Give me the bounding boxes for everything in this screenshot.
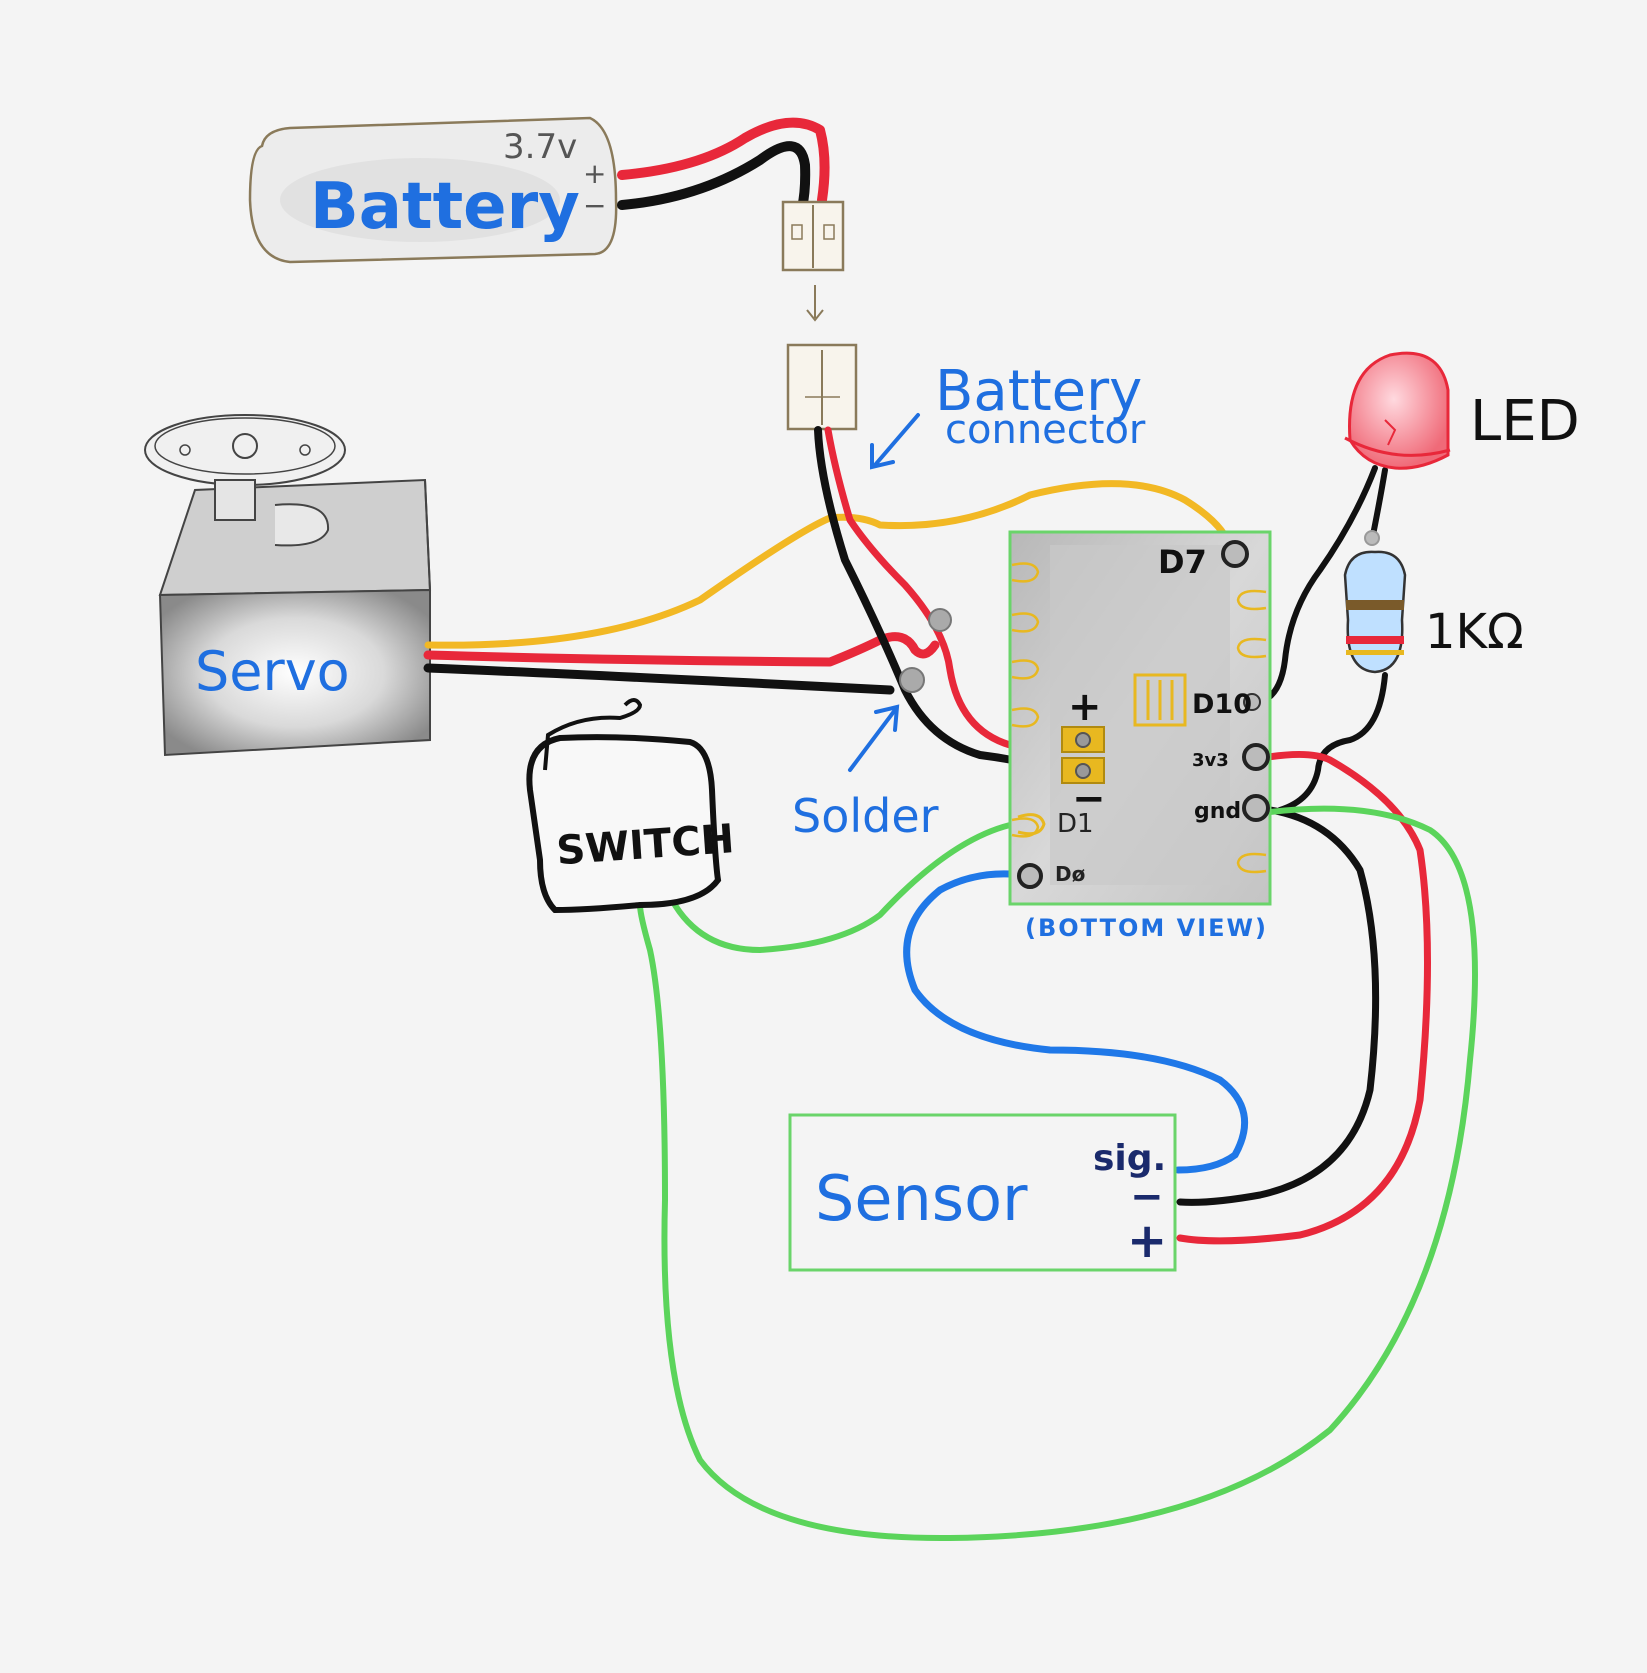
pin-d10-label: D10 xyxy=(1192,689,1252,720)
sensor-minus-pin: − xyxy=(1130,1174,1164,1220)
battery-minus-terminal: − xyxy=(583,189,606,222)
servo: Servo xyxy=(144,414,432,757)
wire-resistor-gnd xyxy=(1277,672,1388,813)
pin-gnd: gnd xyxy=(1194,794,1270,824)
battery-connector-label-line2: connector xyxy=(945,407,1146,453)
wire-3v3-sensor-plus xyxy=(1176,750,1431,1245)
bottom-view-label: (BOTTOM VIEW) xyxy=(1025,914,1268,942)
pad-plus-label: + xyxy=(1068,684,1102,730)
battery-plug xyxy=(781,200,845,272)
pin-d1-label: D1 xyxy=(1057,809,1094,839)
battery-connector-annotation: Battery connector xyxy=(870,359,1146,470)
wire-d0-sensor-sig xyxy=(903,870,1249,1174)
pin-d7-label: D7 xyxy=(1158,543,1207,581)
wire-gnd-switch xyxy=(637,805,1478,1542)
solder-annotation: Solder xyxy=(792,704,939,843)
battery: Battery 3.7v + − xyxy=(248,116,618,264)
switch: SWITCH xyxy=(526,698,736,914)
led-label: LED xyxy=(1470,389,1580,454)
battery-lead-wires xyxy=(617,117,830,213)
battery-connector-label-line1: Battery xyxy=(935,359,1142,424)
sensor-label: Sensor xyxy=(815,1162,1028,1235)
pin-d7: D7 xyxy=(1158,540,1249,581)
resistor-label: 1KΩ xyxy=(1425,604,1524,660)
wire-servo-power xyxy=(423,632,940,667)
battery-voltage: 3.7v xyxy=(503,127,577,167)
battery-label: Battery xyxy=(310,170,580,244)
led: LED xyxy=(1344,351,1580,470)
wires xyxy=(423,426,1478,1542)
resistor: 1KΩ xyxy=(1343,530,1524,674)
microcontroller-board: + − D7 D10 3v3 gnd D1 Dø (BOTTOM VIEW) xyxy=(1008,530,1272,942)
battery-connector xyxy=(786,343,858,431)
pin-d0-label: Dø xyxy=(1055,862,1085,886)
wire-led-resistor xyxy=(1369,467,1388,543)
battery-plus-terminal: + xyxy=(583,157,606,190)
pin-3v3: 3v3 xyxy=(1192,743,1270,771)
solder-joints xyxy=(899,608,952,693)
pin-3v3-label: 3v3 xyxy=(1192,750,1229,771)
pin-d0: Dø xyxy=(1017,862,1085,889)
wire-led-d10 xyxy=(1252,465,1378,706)
solder-joint-ground xyxy=(899,667,925,693)
wire-servo-signal-d7 xyxy=(424,480,1234,649)
wire-gnd-sensor-minus xyxy=(1176,806,1380,1206)
pad-minus-label: − xyxy=(1072,776,1106,822)
solder-joint-power xyxy=(928,608,952,632)
sensor: Sensor sig. − + xyxy=(788,1113,1177,1272)
sensor-plus-pin: + xyxy=(1127,1213,1167,1269)
solder-arrow xyxy=(848,704,900,772)
pin-d10: D10 xyxy=(1192,689,1261,720)
sensor-sig-pin: sig. xyxy=(1093,1138,1166,1179)
pin-gnd-label: gnd xyxy=(1194,799,1241,824)
plug-arrow xyxy=(806,285,824,322)
wire-servo-ground xyxy=(423,663,895,695)
pin-d1: D1 xyxy=(1017,809,1094,839)
wire-battery-positive xyxy=(824,426,1064,749)
solder-label: Solder xyxy=(792,789,939,843)
battery-connector-arrow xyxy=(870,413,920,470)
battery-pad-positive xyxy=(1061,726,1105,753)
servo-label: Servo xyxy=(195,640,350,703)
